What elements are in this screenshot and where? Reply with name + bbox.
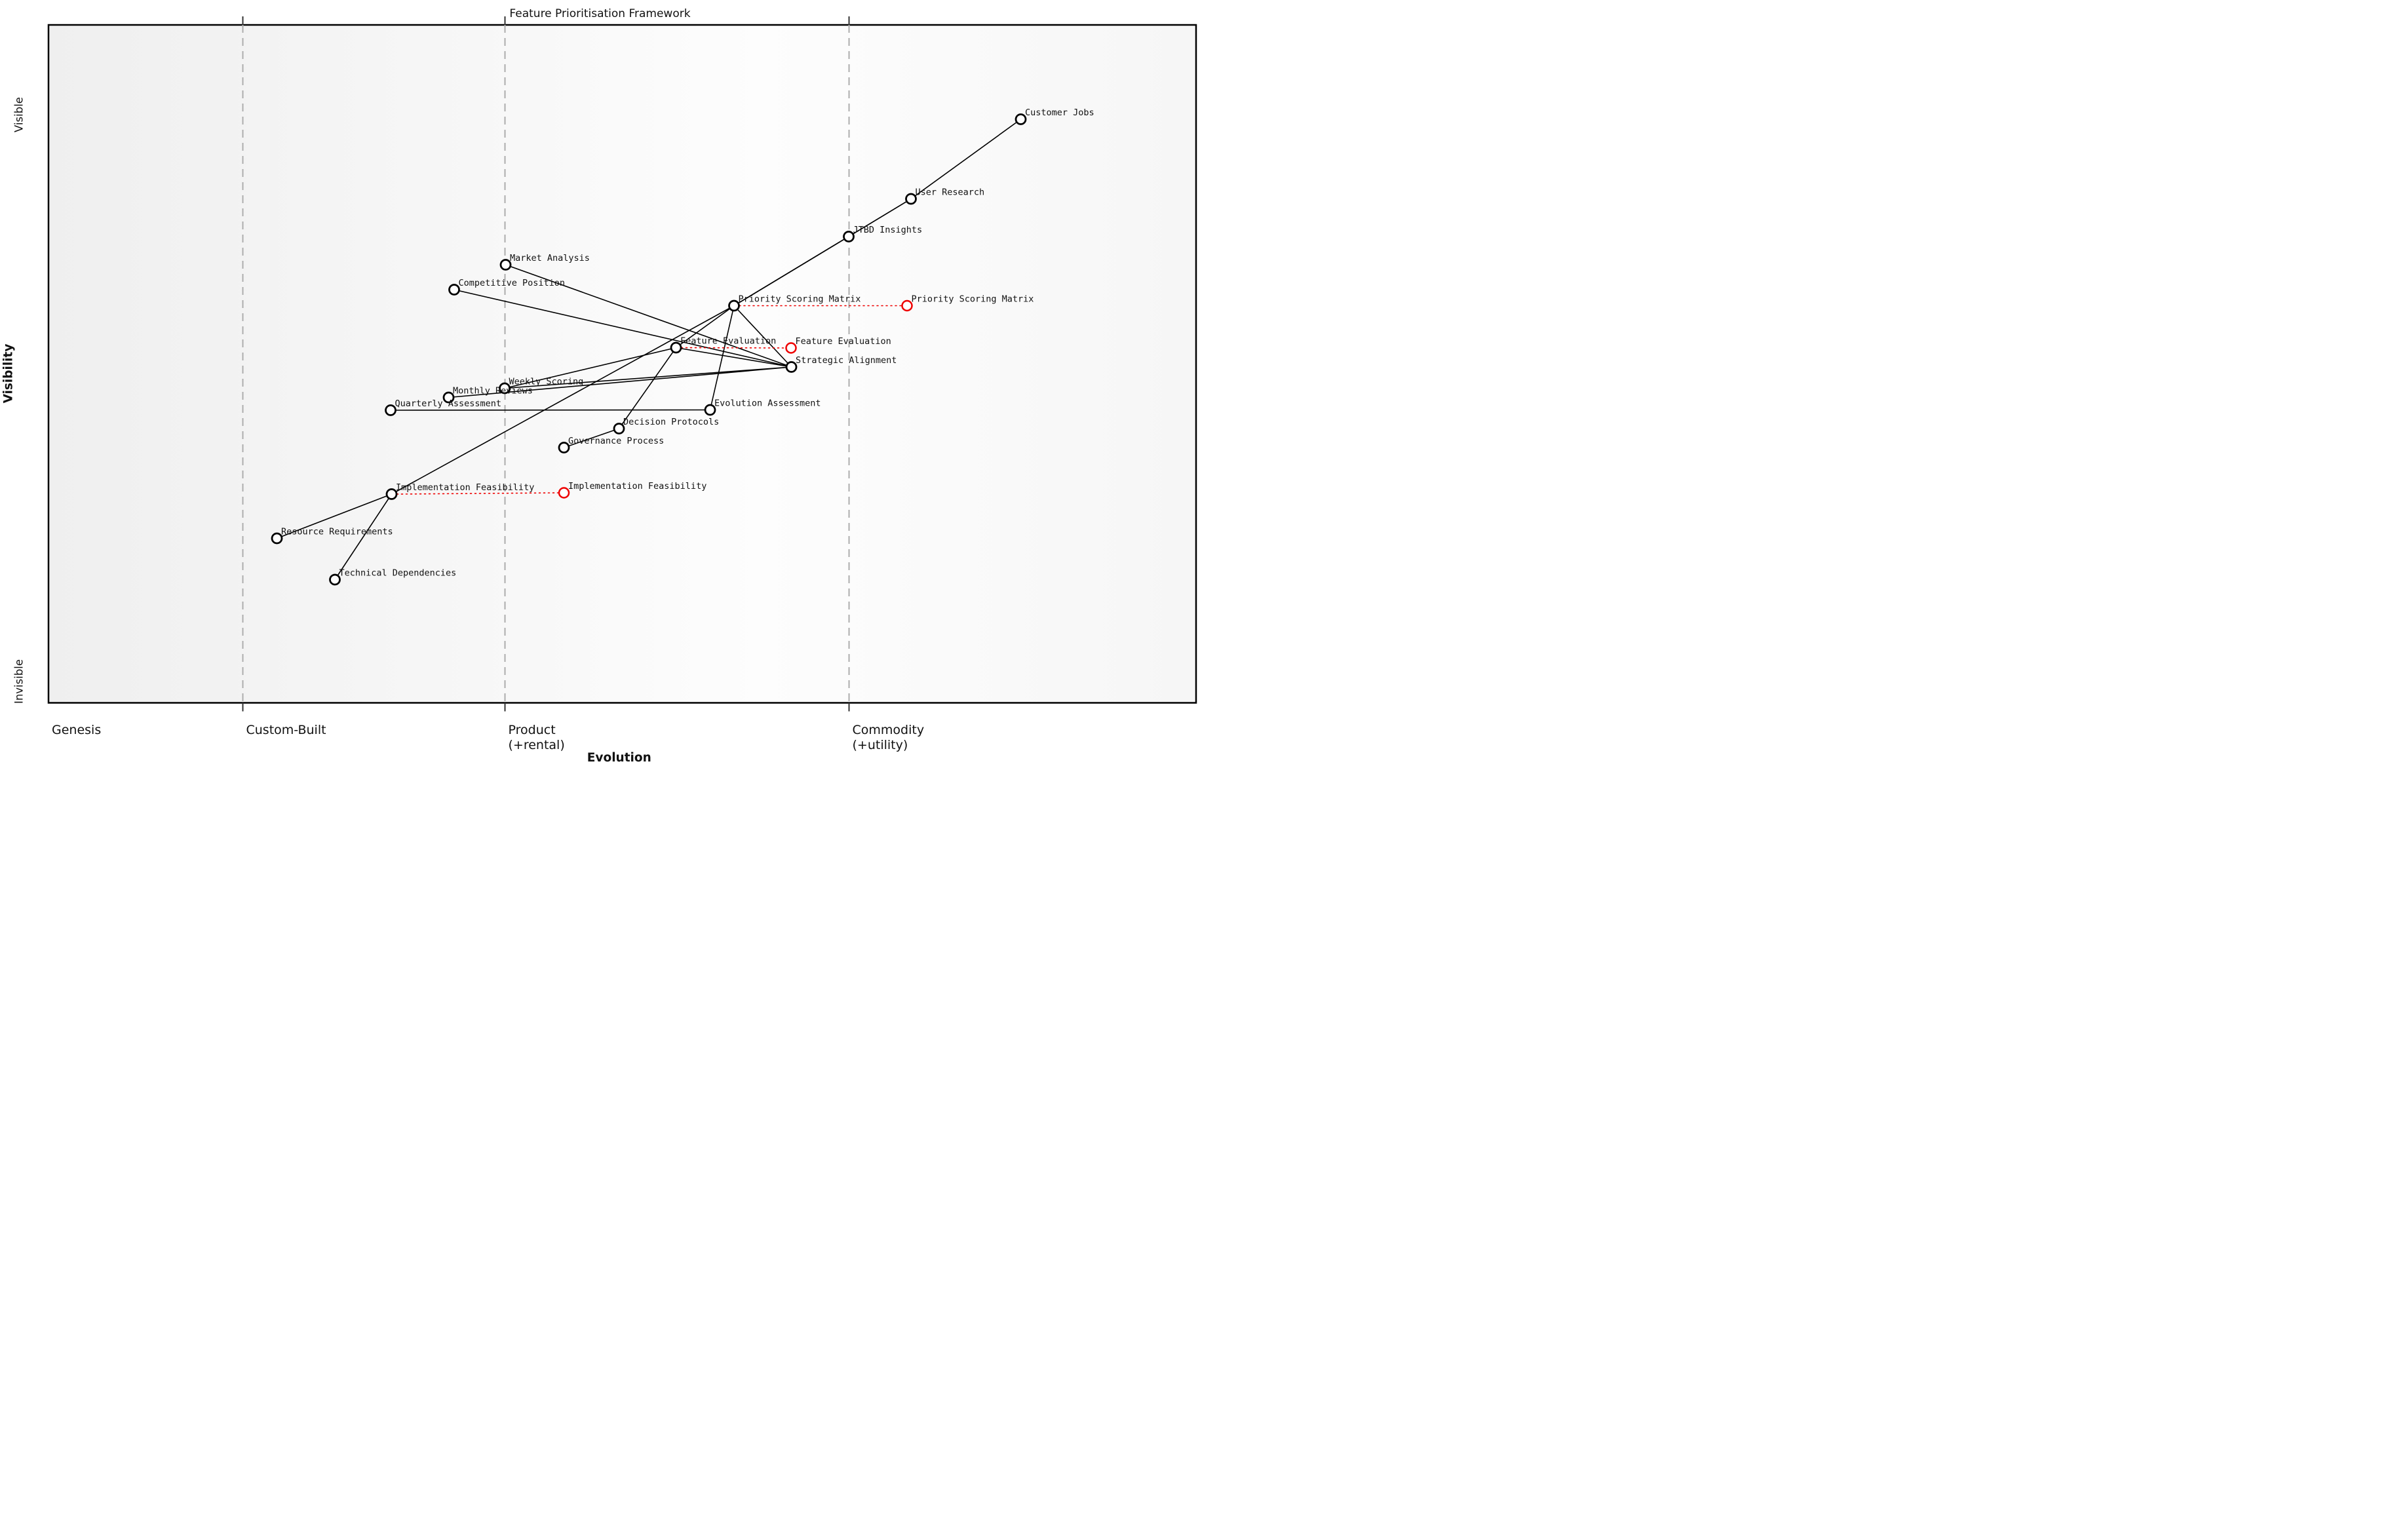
evolved-node-label-implementation-feasibility: Implementation Feasibility (568, 481, 706, 491)
edge-priority-scoring-matrix--strategic-alignment (733, 305, 792, 368)
map-node-quarterly-assessment (385, 404, 397, 416)
edge-strategic-alignment--weekly-scoring (504, 366, 792, 389)
map-node-implementation-feasibility (385, 488, 398, 500)
edge-priority-scoring-matrix--implementation-feasibility (391, 305, 735, 495)
map-node-feature-evaluation (670, 341, 682, 354)
map-canvas: Genesis Custom-Built Product (+rental) Commo… (47, 16, 1197, 752)
map-node-weekly-scoring (499, 382, 511, 395)
stage-label-product: Product (+rental) (509, 723, 565, 752)
edge-quarterly-assessment--evolution-assessment (390, 409, 710, 411)
stage-label-commodity: Commodity (+utility) (853, 723, 925, 752)
stage-label-custom-built: Custom-Built (246, 723, 326, 737)
evolved-node-priority-scoring-matrix (901, 299, 913, 312)
map-node-label-feature-evaluation: Feature Evaluation (680, 336, 776, 347)
map-node-label-monthly-reviews: Monthly Reviews (453, 386, 533, 396)
edge-customer-jobs--user-research (910, 119, 1021, 200)
edge-feature-evaluation--strategic-alignment (676, 347, 792, 368)
wardley-map-figure: Feature Prioritisation Framework Visible… (0, 0, 1200, 770)
edge-strategic-alignment--competitive-position (454, 289, 792, 368)
edge-jtbd-insights--priority-scoring-matrix (733, 236, 849, 307)
map-node-label-quarterly-assessment: Quarterly Assessment (395, 398, 502, 409)
edge-feature-evaluation--weekly-scoring (504, 347, 676, 389)
edge-implementation-feasibility--technical-dependencies (334, 493, 393, 580)
plot-area (47, 24, 1197, 704)
map-node-label-technical-dependencies: Technical Dependencies (339, 568, 457, 579)
edge-strategic-alignment--market-analysis (505, 264, 792, 368)
map-node-decision-protocols (613, 423, 625, 434)
edge-implementation-feasibility--resource-requirements (277, 493, 392, 539)
map-node-market-analysis (499, 259, 512, 271)
edge-priority-scoring-matrix--evolution-assessment (709, 305, 735, 410)
map-node-label-user-research: User Research (916, 187, 985, 198)
map-node-label-market-analysis: Market Analysis (510, 253, 590, 263)
map-node-governance-process (558, 442, 570, 453)
evolved-node-label-priority-scoring-matrix: Priority Scoring Matrix (912, 294, 1034, 305)
map-node-jtbd-insights (843, 231, 855, 242)
map-node-priority-scoring-matrix (728, 299, 740, 312)
evolved-node-feature-evaluation (785, 342, 797, 354)
map-node-label-strategic-alignment: Strategic Alignment (796, 355, 897, 366)
map-node-label-decision-protocols: Decision Protocols (623, 417, 719, 427)
evolution-line-feature-evaluation (680, 347, 786, 349)
stage-label-genesis: Genesis (52, 723, 101, 737)
map-node-label-implementation-feasibility: Implementation Feasibility (396, 482, 534, 493)
map-node-label-weekly-scoring: Weekly Scoring (509, 377, 584, 387)
map-node-resource-requirements (271, 532, 283, 545)
evolved-node-label-feature-evaluation: Feature Evaluation (796, 336, 891, 347)
map-node-competitive-position (448, 284, 460, 296)
map-node-monthly-reviews (442, 391, 455, 404)
edge-priority-scoring-matrix--feature-evaluation (676, 305, 735, 349)
map-node-label-governance-process: Governance Process (568, 436, 664, 446)
evolved-node-implementation-feasibility (558, 487, 570, 499)
map-node-label-competitive-position: Competitive Position (459, 278, 566, 288)
map-node-label-resource-requirements: Resource Requirements (281, 527, 393, 537)
map-node-customer-jobs (1015, 113, 1027, 125)
map-node-evolution-assessment (704, 404, 716, 416)
map-node-label-evolution-assessment: Evolution Assessment (714, 398, 821, 409)
edge-feature-evaluation--decision-protocols (618, 347, 677, 429)
map-node-label-jtbd-insights: JTBD Insights (853, 225, 923, 235)
map-node-label-customer-jobs: Customer Jobs (1025, 107, 1094, 118)
edge-decision-protocols--governance-process (564, 428, 619, 448)
map-node-label-priority-scoring-matrix: Priority Scoring Matrix (739, 294, 861, 305)
x-axis-label: Evolution (587, 751, 651, 765)
map-node-technical-dependencies (329, 573, 341, 586)
chart-title: Feature Prioritisation Framework (509, 7, 691, 20)
map-node-user-research (905, 193, 917, 205)
map-node-strategic-alignment (785, 361, 798, 373)
